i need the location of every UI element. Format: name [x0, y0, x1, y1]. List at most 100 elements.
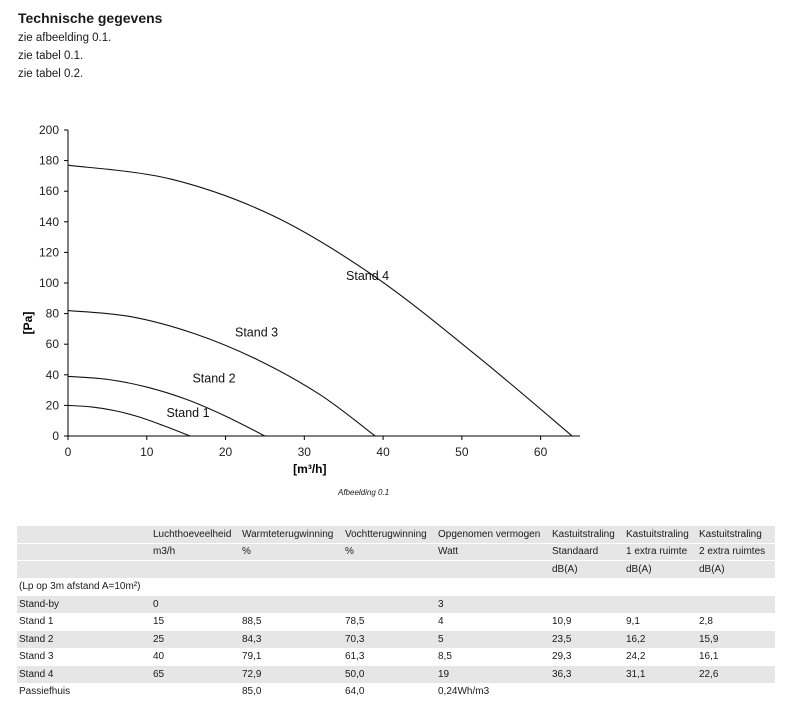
fan-curve-chart: 0 20 40 60 80 100 120 140 160 180 200 0 10 20 30 40 50 60…	[21, 123, 580, 476]
table-cell: Passiefhuis	[17, 683, 151, 701]
table-cell	[697, 683, 775, 701]
table-cell: 88,5	[240, 613, 343, 631]
table-cell: Stand 2	[17, 630, 151, 649]
table-cell: 22,6	[697, 665, 775, 684]
table-cell: dB(A)	[697, 560, 775, 579]
table-cell: Kastuitstraling	[624, 526, 697, 544]
table-cell: 5	[436, 630, 550, 649]
table-header-row: Luchthoeveelheid Warmteterugwinning Vochtt…	[17, 526, 775, 544]
table-cell: Vochtterugwinning	[343, 526, 436, 544]
table-cell: Opgenomen vermogen	[436, 526, 550, 544]
table-row: Stand-by 0 3	[17, 595, 775, 614]
y-tick-label: 200	[39, 123, 59, 137]
y-tick-label: 80	[46, 307, 60, 321]
table-cell: 64,0	[343, 683, 436, 701]
table-cell	[343, 595, 436, 614]
table-cell: Watt	[436, 543, 550, 561]
table-cell: 23,5	[550, 630, 624, 649]
table-cell: dB(A)	[624, 560, 697, 579]
table-cell: 36,3	[550, 665, 624, 684]
table-row: Stand 1 15 88,5 78,5 4 10,9 9,1 2,8	[17, 613, 775, 631]
y-axis-label: [Pa]	[21, 312, 35, 335]
reference-line-table-2: zie tabel 0.2.	[18, 68, 84, 80]
y-tick-label: 100	[39, 276, 59, 290]
table-cell: 4	[436, 613, 550, 631]
table-cell: Luchthoeveelheid	[151, 526, 240, 544]
table-cell: 2 extra ruimtes	[697, 543, 775, 561]
y-tick-label: 160	[39, 184, 59, 198]
x-tick-label: 40	[376, 445, 390, 459]
table-cell	[240, 560, 343, 579]
table-cell: 3	[436, 595, 550, 614]
table-header-row: m3/h%% Watt Standaard 1 extra ruimte 2 extra…	[17, 543, 775, 561]
table-cell: m3/h	[151, 543, 240, 561]
y-tick-label: 60	[46, 337, 60, 351]
table-cell	[17, 560, 151, 579]
y-tick-label: 140	[39, 215, 59, 229]
table-cell: 15	[151, 613, 240, 631]
table-cell: 40	[151, 648, 240, 666]
table-cell: 79,1	[240, 648, 343, 666]
table-row: Stand 4 65 72,9 50,0 19 36,3 31,1 22,6	[17, 665, 775, 684]
y-tick-label: 180	[39, 154, 59, 168]
table-cell: Stand-by	[17, 595, 151, 614]
table-cell: 24,2	[624, 648, 697, 666]
table-header-row: dB(A) dB(A) dB(A)	[17, 560, 775, 579]
table-row: Passiefhuis 85,0 64,0 0,24Wh/m3	[17, 683, 775, 701]
table-cell: 65	[151, 665, 240, 684]
table-row: Stand 3 40 79,1 61,3 8,5 29,3 24,2 16,1	[17, 648, 775, 666]
table-cell: 8,5	[436, 648, 550, 666]
y-tick-label: 120	[39, 245, 59, 259]
y-tick-label: 20	[46, 398, 60, 412]
table-cell	[624, 683, 697, 701]
table-cell	[17, 526, 151, 544]
table-cell: 1 extra ruimte	[624, 543, 697, 561]
table-cell: 29,3	[550, 648, 624, 666]
table-cell: Kastuitstraling	[697, 526, 775, 544]
table-cell: 16,2	[624, 630, 697, 649]
table-cell	[240, 595, 343, 614]
table-row: Stand 2 25 84,3 70,3 5 23,5 16,2 15,9	[17, 630, 775, 649]
x-tick-label: 60	[534, 445, 548, 459]
table-cell: Stand 3	[17, 648, 151, 666]
table-cell: %	[343, 543, 436, 561]
table-cell: 61,3	[343, 648, 436, 666]
table-cell: Stand 1	[17, 613, 151, 631]
table-note: (Lp op 3m afstand A=10m²)	[17, 578, 775, 596]
table-cell: 72,9	[240, 665, 343, 684]
table-cell: 50,0	[343, 665, 436, 684]
table-cell: 2,8	[697, 613, 775, 631]
table-cell: 16,1	[697, 648, 775, 666]
y-tick-label: 40	[46, 368, 60, 382]
series-label-stand-4: Stand 4	[346, 269, 389, 283]
table-cell	[624, 595, 697, 614]
table-cell: Standaard	[550, 543, 624, 561]
table-cell	[436, 560, 550, 579]
table-cell: 31,1	[624, 665, 697, 684]
table-cell: 78,5	[343, 613, 436, 631]
x-tick-label: 20	[219, 445, 233, 459]
section-title: Technische gegevens	[18, 10, 163, 26]
table-cell: 15,9	[697, 630, 775, 649]
series-label-stand-2: Stand 2	[192, 371, 235, 385]
y-tick-label: 0	[52, 429, 59, 443]
table-cell: 70,3	[343, 630, 436, 649]
table-cell: 0	[151, 595, 240, 614]
reference-line-table-1: zie tabel 0.1.	[18, 50, 84, 62]
table-cell: 19	[436, 665, 550, 684]
table-cell	[151, 683, 240, 701]
table-cell	[343, 560, 436, 579]
table-cell: 0,24Wh/m3	[436, 683, 550, 701]
intro-section: Technische gegevens zie afbeelding 0.1. …	[18, 10, 162, 83]
table-cell	[550, 683, 624, 701]
figure-caption: Afbeelding 0.1	[338, 488, 390, 497]
table-cell	[151, 560, 240, 579]
table-note-row: (Lp op 3m afstand A=10m²)	[17, 578, 775, 596]
table-cell	[697, 595, 775, 614]
series-line-stand-1	[67, 404, 191, 437]
x-tick-label: 0	[65, 445, 72, 459]
table-cell: 84,3	[240, 630, 343, 649]
series-line-stand-2	[67, 375, 266, 437]
x-tick-label: 10	[140, 445, 154, 459]
table-cell	[17, 543, 151, 561]
